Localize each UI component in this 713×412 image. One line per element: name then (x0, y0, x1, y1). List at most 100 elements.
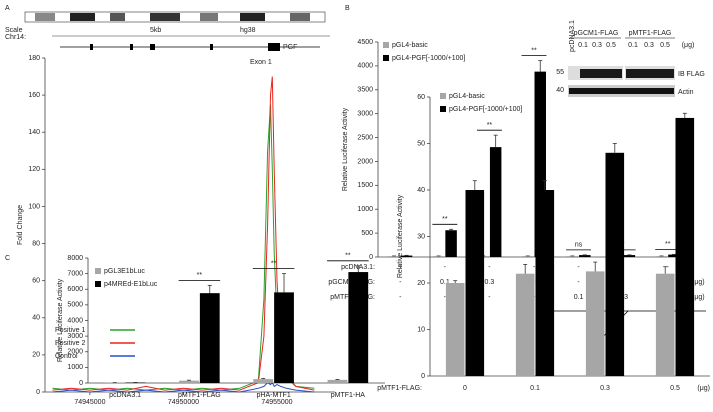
y-tick-label: 160 (28, 92, 40, 99)
row-value: - (444, 294, 447, 301)
y-tick-label: 3500 (357, 87, 373, 94)
legend-swatch (440, 93, 446, 99)
x-label: pMTF1-FLAG: (377, 385, 422, 392)
y-tick-label: 60 (32, 278, 40, 285)
inset-band: Actin (678, 89, 694, 96)
bar (605, 152, 625, 376)
y-tick-label: 4500 (357, 39, 373, 46)
x-tick-label: 74945000 (74, 399, 105, 406)
band (569, 88, 674, 94)
y-tick-label: 8000 (67, 255, 83, 262)
y-tick-label: 5000 (67, 302, 83, 309)
y-tick-label: 1000 (67, 364, 83, 371)
gene-label: PGF (283, 44, 297, 51)
ideogram-band (110, 13, 125, 21)
y-tick-label: 20 (417, 280, 425, 287)
bar (522, 256, 534, 257)
ideogram-band (200, 13, 218, 21)
legend-label: pGL4-basic (392, 42, 428, 49)
row-value: - (399, 279, 402, 286)
y-tick-label: 2000 (357, 158, 373, 165)
x-tick-label: 74955000 (261, 399, 292, 406)
band (580, 69, 622, 78)
row-value: - (444, 264, 447, 271)
x-tick-label: pcDNA3.1 (109, 392, 141, 399)
inset-group: pMTF1-FLAG (629, 30, 672, 37)
bar (432, 256, 445, 257)
sig-label: ** (531, 47, 537, 54)
y-tick-label: 80 (32, 240, 40, 247)
y-tick-label: 4000 (357, 63, 373, 70)
inset-unit: (μg) (682, 42, 695, 49)
ideogram-band (240, 13, 265, 21)
inset-control: pcDNA3.1 (569, 20, 576, 52)
sig-label: ns (575, 242, 583, 249)
row-value: - (399, 294, 402, 301)
browser-assembly: hg38 (240, 27, 256, 34)
bar (489, 147, 502, 257)
bar (327, 379, 348, 383)
inset-dose: 0.5 (660, 42, 670, 49)
row-value: 0.1 (574, 294, 584, 301)
inset-dose: 0.3 (644, 42, 654, 49)
bar (655, 273, 675, 376)
exon (130, 44, 133, 50)
legend-label: pGL3E1bLuc (104, 268, 145, 275)
inset-group: pGCM1-FLAG (574, 30, 619, 37)
x-tick-label: 0.1 (530, 385, 540, 392)
annotation: Exon 1 (250, 59, 272, 66)
y-tick-label: 4000 (67, 317, 83, 324)
x-tick-label: 0 (463, 385, 467, 392)
y-axis-label: Relative Luciferase Activity (57, 278, 64, 362)
legend-label: p4MREd-E1bLuc (104, 281, 158, 288)
x-tick-label: 0.3 (600, 385, 610, 392)
legend-swatch (95, 281, 101, 287)
bar (623, 255, 636, 257)
bar (445, 230, 457, 257)
y-tick-label: 500 (361, 230, 373, 237)
sig-label: ** (197, 272, 203, 279)
bar (535, 190, 555, 376)
browser-scale: Scale (5, 27, 23, 34)
inset-marker: 55 (556, 69, 564, 76)
browser-size: 5kb (150, 27, 161, 34)
row-value: + (398, 264, 402, 271)
y-tick-label: 0 (369, 254, 373, 261)
bar (534, 71, 546, 257)
y-tick-label: 0 (79, 380, 83, 387)
y-tick-label: 3000 (67, 333, 83, 340)
y-tick-label: 100 (28, 203, 40, 210)
row-value: - (577, 264, 580, 271)
y-tick-label: 120 (28, 166, 40, 173)
sig-label: ** (487, 122, 493, 129)
bar (348, 272, 369, 383)
legend-label: Control (55, 353, 78, 360)
bar (445, 283, 465, 376)
y-tick-label: 50 (417, 140, 425, 147)
bar (465, 190, 485, 376)
inset-dose: 0.1 (578, 42, 588, 49)
sig-label: ** (345, 253, 351, 260)
ideogram-band (290, 13, 310, 21)
legend-label: Positive 2 (55, 340, 85, 347)
y-tick-label: 30 (417, 233, 425, 240)
x-tick-label: pHA-MTF1 (257, 392, 291, 399)
legend-swatch (383, 55, 389, 61)
row-unit: (μg) (692, 294, 705, 301)
bar (655, 256, 668, 257)
inset-dose: 0.3 (592, 42, 602, 49)
x-tick-label: pMTF1-FLAG (178, 392, 221, 399)
y-tick-label: 2500 (357, 134, 373, 141)
row-value: 0.3 (485, 279, 495, 286)
legend-label: Positive 1 (55, 327, 85, 334)
y-tick-label: 40 (32, 315, 40, 322)
exon (90, 44, 93, 50)
y-tick-label: 0 (36, 389, 40, 396)
bar (388, 256, 400, 257)
exon (150, 44, 155, 50)
x-tick-label: 74950000 (168, 399, 199, 406)
row-value: - (488, 264, 491, 271)
y-tick-label: 3000 (357, 111, 373, 118)
inset-marker: 40 (556, 87, 564, 94)
bar (199, 293, 220, 383)
